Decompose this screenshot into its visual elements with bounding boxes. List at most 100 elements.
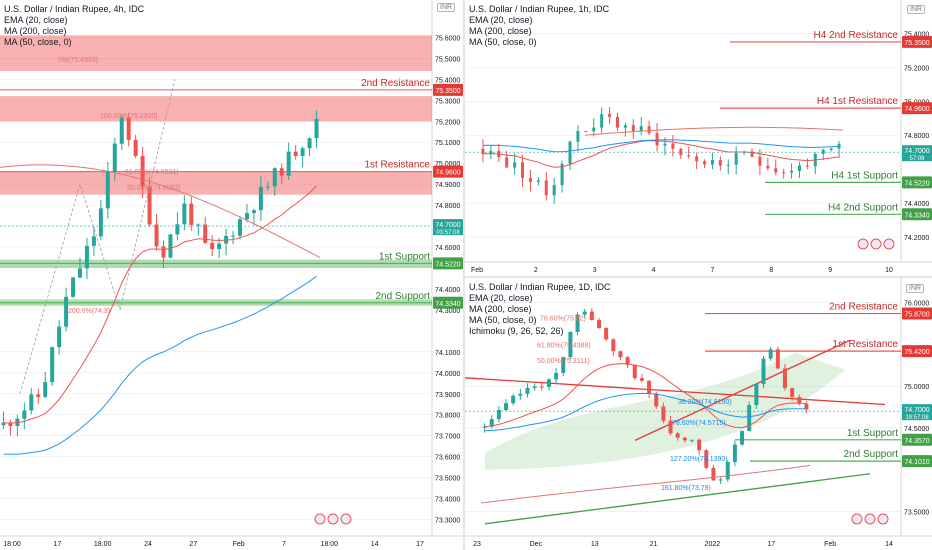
h1-candle xyxy=(655,133,659,146)
h4-candle xyxy=(244,213,249,220)
h1-ma200-line xyxy=(584,126,844,136)
d1-time-label: Dec xyxy=(530,541,543,548)
h4-candle xyxy=(84,245,89,269)
h4-level-tag-bg xyxy=(433,257,463,270)
d1-countdown: 19:57:08 xyxy=(905,415,929,421)
d1-trendline-green xyxy=(484,473,871,525)
d1-fib-label: 50.00%(75.3111) xyxy=(537,358,590,365)
h4-level-tag: 75.3500 xyxy=(435,88,460,95)
h1-candle xyxy=(552,185,556,196)
h4-ma50-line xyxy=(3,275,317,455)
h4-chart[interactable]: 75.6000 75.5000 75.4000 75.3000 75.2000 75.10… xyxy=(0,0,463,550)
h1-current-price: 74.7000 xyxy=(904,148,929,155)
h1-candle xyxy=(782,172,786,174)
h4-candle xyxy=(182,203,187,225)
h4-price-label: 73.5000 xyxy=(435,476,460,483)
h1-candle xyxy=(521,162,525,179)
d1-time-label: 21 xyxy=(650,541,658,548)
h4-candle xyxy=(98,208,103,237)
h1-price-label: 74.4000 xyxy=(904,201,929,208)
h4-candle xyxy=(112,143,117,172)
h4-price-label: 74.1000 xyxy=(435,350,460,357)
h1-level-label: H4 1st Resistance xyxy=(817,96,899,107)
h1-candle xyxy=(797,165,801,171)
d1-price-label: 74.5000 xyxy=(904,426,929,433)
h1-candle xyxy=(560,163,564,186)
h1-level-label: H4 2nd Support xyxy=(828,202,898,213)
h1-candle xyxy=(623,125,627,128)
h1-level-label: H4 2nd Resistance xyxy=(814,30,899,41)
d1-level-label: 2nd Support xyxy=(844,449,899,460)
h1-time-label: 8 xyxy=(769,267,773,274)
d1-level-label: 1st Support xyxy=(847,428,898,439)
h1-chart-panel[interactable]: 75.400075.200075.000074.800074.400074.20… xyxy=(465,0,932,276)
h4-level-tag-bg xyxy=(433,83,463,96)
d1-chart-panel[interactable]: 76.0000 75.0000 74.5000 73.5000 23 Dec 13 21 202… xyxy=(465,278,932,550)
h4-chart-panel[interactable]: 75.6000 75.5000 75.4000 75.3000 75.2000 75.10… xyxy=(0,0,463,550)
h4-candle xyxy=(286,151,291,176)
h1-candle xyxy=(821,149,825,154)
h4-level-label: 2nd Resistance xyxy=(361,78,430,89)
d1-candle xyxy=(647,380,652,394)
h4-indicator-ma50[interactable]: MA (50, close, 0) xyxy=(4,37,72,47)
h4-ma200-line xyxy=(0,164,321,258)
h1-chart[interactable]: 75.400075.200075.000074.800074.400074.20… xyxy=(465,0,932,276)
d1-indicator-ichimoku[interactable]: Ichimoku (9, 26, 52, 26) xyxy=(469,326,564,336)
d1-level-tag: 74.3570 xyxy=(904,438,929,445)
h4-candle xyxy=(8,422,13,427)
d1-candle xyxy=(804,403,809,410)
d1-indicator-ma50[interactable]: MA (50, close, 0) xyxy=(469,315,537,325)
d1-candle xyxy=(775,349,780,369)
h4-current-price-tag-bg xyxy=(433,219,463,236)
d1-time-label: 23 xyxy=(473,541,481,548)
h4-indicator-ma200[interactable]: MA (200, close) xyxy=(4,26,67,36)
d1-level-tag: 75.8700 xyxy=(904,312,929,319)
d1-time-label: 17 xyxy=(767,541,775,548)
d1-candle xyxy=(489,419,494,427)
h4-fib-label: 200.0%(74.3) xyxy=(68,308,110,315)
h1-candle xyxy=(528,178,532,182)
d1-level-tag-bg xyxy=(902,433,932,446)
h1-candle xyxy=(663,143,667,146)
h4-candle xyxy=(1,422,6,426)
h1-currency-badge[interactable]: INR xyxy=(907,5,926,14)
h4-current-price: 74.7000 xyxy=(435,222,460,229)
vertical-divider[interactable] xyxy=(463,0,465,550)
d1-currency-badge[interactable]: INR xyxy=(906,284,925,293)
d1-legend: U.S. Dollar / Indian Rupee, 1D, IDC EMA … xyxy=(469,282,611,337)
h4-indicator-ema[interactable]: EMA (20, close) xyxy=(4,15,68,25)
h4-candle xyxy=(314,118,319,139)
h1-candle xyxy=(505,157,509,168)
d1-event-flag xyxy=(864,513,876,525)
h1-indicator-ma200[interactable]: MA (200, close) xyxy=(469,26,532,36)
h4-price-label: 75.0000 xyxy=(435,161,460,168)
h4-candle xyxy=(29,394,34,411)
h1-candle xyxy=(615,116,619,128)
d1-trendline-red xyxy=(465,377,886,406)
d1-candle xyxy=(554,372,559,380)
h1-candle xyxy=(718,160,722,166)
h1-price-label: 74.2000 xyxy=(904,235,929,242)
h1-ema-line xyxy=(482,140,840,168)
h4-time-label: 7 xyxy=(282,541,286,548)
h4-candle xyxy=(64,296,69,327)
h1-level-tag-bg xyxy=(902,208,932,221)
h1-indicator-ema[interactable]: EMA (20, close) xyxy=(469,15,533,25)
h4-price-label: 73.3000 xyxy=(435,518,460,525)
h4-candle xyxy=(161,246,166,258)
d1-candle xyxy=(568,331,573,358)
d1-chart[interactable]: 76.0000 75.0000 74.5000 73.5000 23 Dec 13 21 202… xyxy=(465,278,932,550)
h1-indicator-ma50[interactable]: MA (50, close, 0) xyxy=(469,37,537,47)
h4-currency-badge[interactable]: INR xyxy=(437,3,456,12)
d1-indicator-ma200[interactable]: MA (200, close) xyxy=(469,304,532,314)
h4-candle xyxy=(133,139,138,156)
d1-candle xyxy=(711,467,716,481)
h1-candle xyxy=(544,180,548,196)
h1-candle xyxy=(536,180,540,182)
d1-indicator-ema[interactable]: EMA (20, close) xyxy=(469,293,533,303)
d1-candle xyxy=(754,384,759,406)
h4-candle xyxy=(147,186,152,225)
horizontal-divider[interactable] xyxy=(465,276,932,278)
d1-time-label: 14 xyxy=(885,541,893,548)
h1-candle xyxy=(671,143,675,149)
